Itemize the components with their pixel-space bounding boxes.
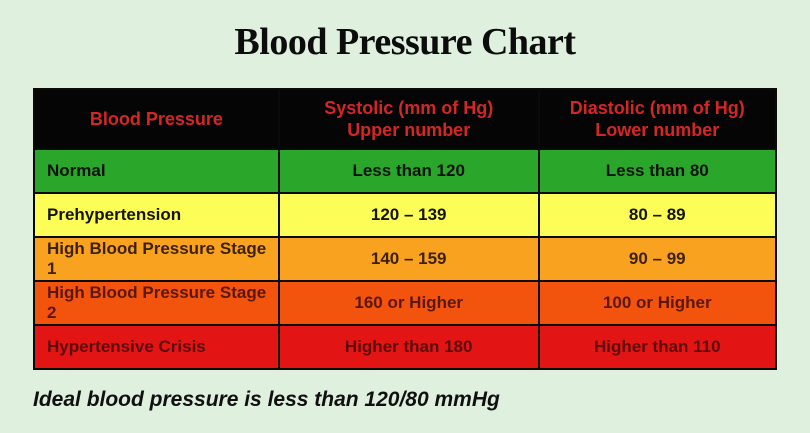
cell-diastolic: Higher than 110	[537, 324, 778, 370]
cell-category: Prehypertension	[33, 192, 280, 238]
cell-category: Hypertensive Crisis	[33, 324, 280, 370]
column-header-category-line1: Blood Pressure	[89, 108, 223, 129]
ideal-pressure-footnote: Ideal blood pressure is less than 120/80…	[33, 388, 500, 411]
cell-category: Normal	[33, 148, 280, 194]
table-row-stage-1: High Blood Pressure Stage 1 140 – 159 90…	[33, 236, 778, 282]
blood-pressure-table: Blood Pressure Systolic (mm of Hg) Upper…	[33, 88, 778, 370]
cell-systolic: 120 – 139	[277, 192, 540, 238]
table-header-row: Blood Pressure Systolic (mm of Hg) Upper…	[33, 88, 778, 150]
page-title: Blood Pressure Chart	[234, 21, 576, 63]
table-row-normal: Normal Less than 120 Less than 80	[33, 148, 778, 194]
table-row-stage-2: High Blood Pressure Stage 2 160 or Highe…	[33, 280, 778, 326]
cell-diastolic: 100 or Higher	[537, 280, 778, 326]
column-header-diastolic: Diastolic (mm of Hg) Lower number	[537, 88, 778, 150]
cell-systolic: 160 or Higher	[277, 280, 540, 326]
cell-systolic: Higher than 180	[277, 324, 540, 370]
column-header-systolic-line1: Systolic (mm of Hg)	[324, 97, 494, 118]
column-header-category: Blood Pressure	[33, 88, 280, 150]
column-header-systolic-line2: Upper number	[347, 120, 471, 140]
cell-diastolic: Less than 80	[537, 148, 778, 194]
cell-systolic: Less than 120	[277, 148, 540, 194]
cell-category: High Blood Pressure Stage 1	[33, 236, 280, 282]
table-row-hypertensive-crisis: Hypertensive Crisis Higher than 180 High…	[33, 324, 778, 370]
column-header-diastolic-line1: Diastolic (mm of Hg)	[569, 97, 745, 118]
cell-diastolic: 80 – 89	[537, 192, 778, 238]
column-header-systolic: Systolic (mm of Hg) Upper number	[277, 88, 540, 150]
cell-diastolic: 90 – 99	[537, 236, 778, 282]
cell-systolic: 140 – 159	[277, 236, 540, 282]
column-header-diastolic-line2: Lower number	[595, 120, 720, 140]
cell-category: High Blood Pressure Stage 2	[33, 280, 280, 326]
table-row-prehypertension: Prehypertension 120 – 139 80 – 89	[33, 192, 778, 238]
